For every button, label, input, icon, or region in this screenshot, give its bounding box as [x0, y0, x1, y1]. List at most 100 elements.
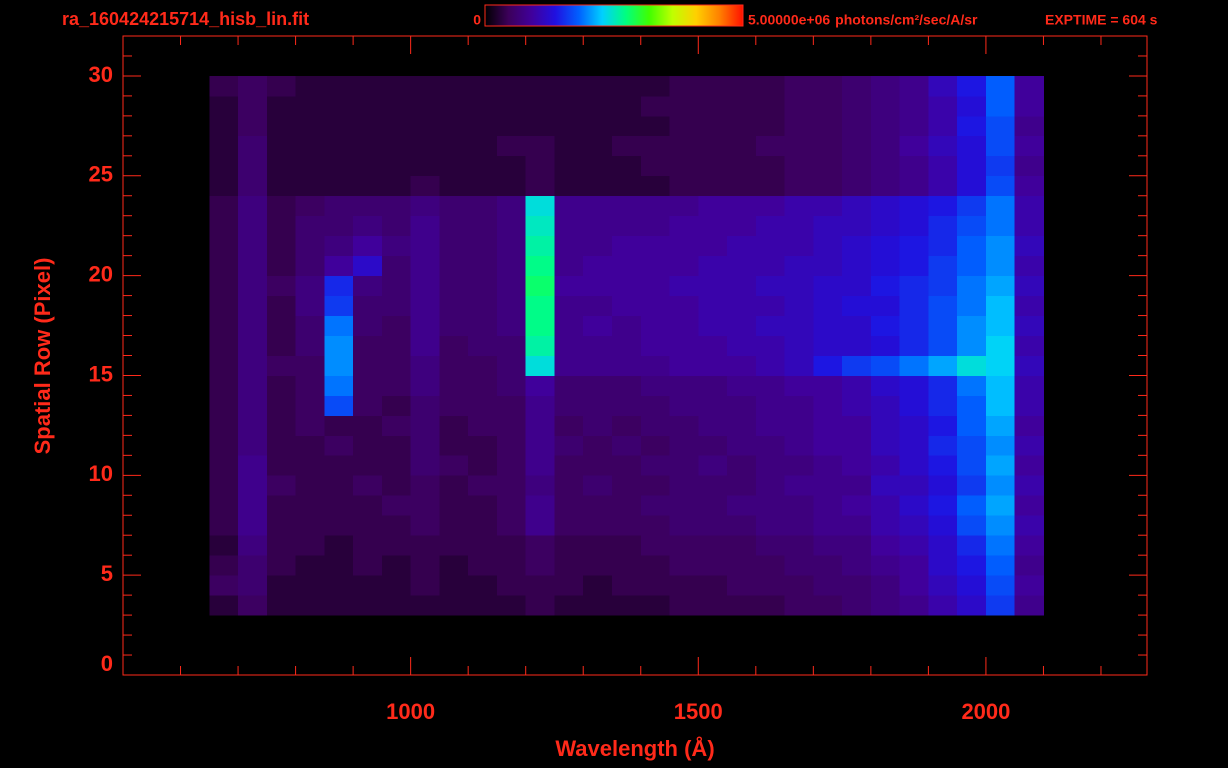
heatmap-cell: [209, 435, 239, 456]
heatmap-cell: [554, 475, 584, 496]
heatmap-cell: [554, 75, 584, 97]
heatmap-cell: [928, 475, 958, 496]
heatmap-cell: [985, 295, 1016, 316]
heatmap-cell: [410, 315, 440, 336]
heatmap-cell: [957, 515, 987, 536]
heatmap-cell: [957, 235, 987, 257]
heatmap-cell: [266, 175, 296, 197]
heatmap-cell: [1014, 495, 1044, 516]
heatmap-cell: [611, 555, 642, 576]
heatmap-cell: [439, 555, 469, 576]
heatmap-cell: [640, 355, 670, 376]
heatmap-cell: [496, 135, 527, 157]
heatmap-cell: [899, 155, 929, 177]
heatmap-cell: [813, 475, 843, 496]
heatmap-cell: [295, 395, 325, 416]
x-tick-label: 1000: [386, 699, 435, 724]
heatmap-cell: [928, 215, 958, 237]
heatmap-cell: [928, 295, 958, 316]
heatmap-cell: [468, 415, 498, 436]
heatmap-cell: [870, 575, 901, 596]
heatmap-cell: [238, 455, 268, 476]
heatmap-cell: [410, 255, 440, 277]
heatmap-cell: [755, 395, 785, 416]
heatmap-cell: [611, 95, 642, 117]
heatmap-cell: [698, 355, 728, 376]
heatmap-cell: [755, 435, 785, 456]
heatmap-cell: [353, 115, 383, 137]
heatmap-cell: [295, 235, 325, 257]
heatmap-cell: [295, 375, 325, 396]
heatmap-cell: [439, 95, 469, 117]
heatmap-cell: [266, 315, 296, 336]
heatmap-cell: [295, 275, 325, 296]
heatmap-cell: [353, 95, 383, 117]
heatmap-cell: [324, 155, 354, 177]
heatmap-cell: [468, 95, 498, 117]
heatmap-cell: [985, 515, 1016, 536]
heatmap-cell: [209, 415, 239, 436]
heatmap-cell: [1014, 75, 1044, 97]
heatmap-cell: [698, 435, 728, 456]
heatmap-cell: [583, 415, 613, 436]
heatmap-cell: [842, 575, 872, 596]
heatmap-cell: [640, 475, 670, 496]
heatmap-cell: [496, 375, 527, 396]
heatmap-cell: [928, 175, 958, 197]
heatmap-cell: [295, 595, 325, 616]
heatmap-cell: [353, 375, 383, 396]
heatmap-cell: [727, 195, 757, 217]
heatmap-cell: [928, 315, 958, 336]
heatmap-cell: [784, 115, 814, 137]
heatmap-cell: [266, 215, 296, 237]
heatmap-cell: [468, 195, 498, 217]
heatmap-cell: [727, 395, 757, 416]
heatmap-cell: [957, 255, 987, 277]
heatmap-cell: [238, 335, 268, 356]
heatmap-cell: [640, 315, 670, 336]
heatmap-cell: [669, 295, 699, 316]
heatmap-cell: [583, 535, 613, 556]
heatmap-cell: [784, 235, 814, 257]
heatmap-cell: [324, 175, 354, 197]
heatmap-cell: [985, 155, 1016, 177]
heatmap-cell: [410, 75, 440, 97]
heatmap-cell: [784, 495, 814, 516]
heatmap-cell: [640, 395, 670, 416]
heatmap-cell: [985, 335, 1016, 356]
heatmap-cell: [669, 95, 699, 117]
heatmap-cell: [468, 475, 498, 496]
heatmap-cell: [410, 355, 440, 376]
heatmap-cell: [842, 555, 872, 576]
heatmap-cell: [266, 575, 296, 596]
heatmap-cell: [468, 355, 498, 376]
heatmap-cell: [755, 155, 785, 177]
heatmap-cell: [439, 75, 469, 97]
heatmap-cell: [496, 435, 527, 456]
heatmap-cell: [353, 435, 383, 456]
heatmap-cell: [1014, 275, 1044, 296]
heatmap-cell: [784, 255, 814, 277]
heatmap-cell: [698, 275, 728, 296]
heatmap-cell: [468, 215, 498, 237]
heatmap-cell: [727, 215, 757, 237]
heatmap-cell: [870, 295, 901, 316]
heatmap-cell: [727, 495, 757, 516]
heatmap-cell: [295, 495, 325, 516]
heatmap-cell: [209, 335, 239, 356]
heatmap-cell: [525, 455, 555, 476]
heatmap-cell: [698, 255, 728, 277]
heatmap-cell: [583, 95, 613, 117]
heatmap-cell: [784, 175, 814, 197]
heatmap-cell: [554, 315, 584, 336]
heatmap-cell: [784, 575, 814, 596]
heatmap-cell: [813, 195, 843, 217]
heatmap-cell: [554, 295, 584, 316]
heatmap-cell: [554, 555, 584, 576]
heatmap-cell: [381, 315, 412, 336]
heatmap-cell: [295, 115, 325, 137]
heatmap-cell: [985, 555, 1016, 576]
heatmap-cell: [295, 195, 325, 217]
colorbar-unit: photons/cm²/sec/A/sr: [835, 12, 978, 28]
heatmap-cell: [870, 75, 901, 97]
